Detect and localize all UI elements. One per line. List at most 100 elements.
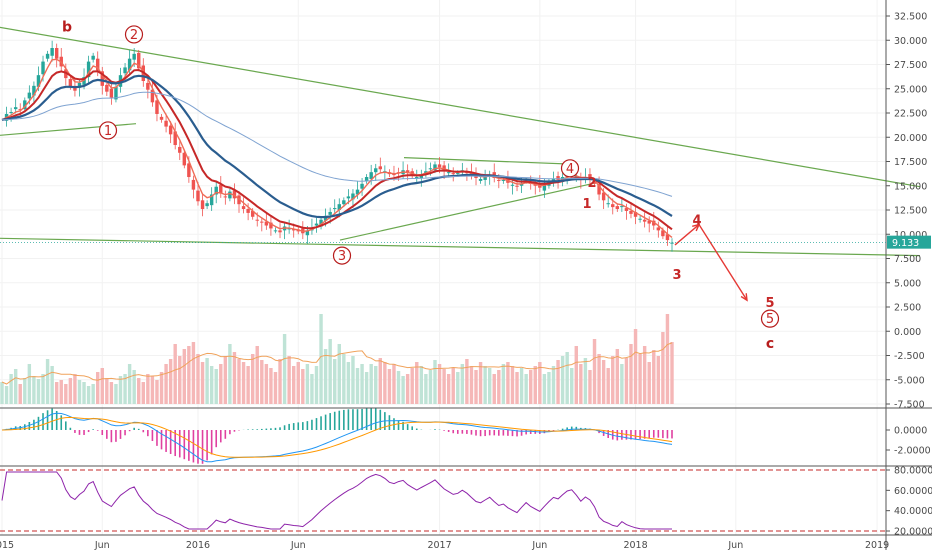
trendline bbox=[339, 182, 597, 241]
wave-label: 3 bbox=[338, 249, 346, 264]
volume-bar bbox=[323, 349, 328, 404]
volume-bar bbox=[54, 382, 59, 404]
volume-bar bbox=[32, 376, 36, 404]
candle-body bbox=[45, 53, 50, 59]
volume-bar bbox=[629, 344, 633, 404]
volume-bar bbox=[109, 382, 114, 404]
candle-body bbox=[137, 52, 141, 69]
volume-bar bbox=[155, 380, 159, 404]
volume-bar bbox=[182, 349, 187, 404]
volume-bar bbox=[405, 374, 410, 404]
candle-body bbox=[497, 179, 501, 181]
wave-label: b bbox=[62, 20, 72, 36]
price-tick-label: 10.000 bbox=[894, 230, 927, 241]
volume-bar bbox=[396, 371, 401, 404]
candle-body bbox=[287, 228, 291, 230]
volume-bar bbox=[528, 370, 533, 404]
candle-body bbox=[355, 189, 360, 195]
candle-body bbox=[214, 186, 218, 195]
volume-bar bbox=[583, 358, 588, 404]
candle-body bbox=[405, 170, 410, 174]
volume-bar bbox=[278, 359, 282, 404]
candle-body bbox=[50, 48, 54, 56]
candle-body bbox=[91, 55, 95, 60]
candle-body bbox=[615, 206, 620, 210]
price-tick-label: 17.500 bbox=[894, 157, 927, 168]
volume-bar bbox=[633, 329, 638, 404]
volume-bar bbox=[123, 374, 127, 404]
volume-bar bbox=[27, 364, 32, 404]
trendline bbox=[0, 26, 921, 188]
volume-bar bbox=[620, 364, 624, 404]
wave-label: 2 bbox=[587, 176, 596, 191]
volume-bar bbox=[96, 372, 100, 404]
candle-body bbox=[433, 164, 437, 171]
candle-body bbox=[209, 194, 214, 206]
volume-bar bbox=[656, 356, 661, 404]
macd-signal-line bbox=[1, 416, 673, 458]
volume-bar bbox=[223, 356, 228, 404]
volume-bar bbox=[18, 384, 22, 404]
volume-bar bbox=[23, 378, 27, 404]
candle-body bbox=[442, 165, 446, 171]
volume-bar bbox=[410, 368, 414, 404]
volume-bar bbox=[150, 376, 155, 404]
volume-bar bbox=[374, 366, 378, 404]
candle-body bbox=[173, 131, 177, 146]
candle-body bbox=[342, 200, 346, 205]
candle-body bbox=[109, 88, 114, 98]
volume-bar bbox=[250, 354, 255, 404]
volume-bar bbox=[492, 374, 496, 404]
volume-bar bbox=[665, 314, 670, 404]
volume-bar bbox=[200, 362, 205, 404]
volume-bar bbox=[178, 356, 182, 404]
volume-bar bbox=[579, 364, 583, 404]
volume-bar bbox=[624, 358, 629, 404]
projection-arrowhead bbox=[692, 223, 701, 232]
volume-bar bbox=[419, 366, 424, 404]
volume-bar bbox=[606, 368, 610, 404]
wave-label: 1 bbox=[582, 197, 591, 212]
candle-body bbox=[305, 230, 310, 236]
wave-label: 1 bbox=[104, 124, 112, 139]
wave-label: 5 bbox=[765, 296, 774, 311]
candle-body bbox=[319, 219, 323, 227]
grid-layer bbox=[0, 0, 886, 535]
volume-bar bbox=[214, 369, 218, 404]
candle-body bbox=[364, 177, 369, 181]
candle-body bbox=[374, 168, 378, 173]
candle-body bbox=[96, 58, 100, 71]
volume-bar bbox=[291, 366, 296, 404]
candle-body bbox=[32, 85, 36, 96]
candle-body bbox=[369, 172, 373, 179]
volume-bar bbox=[506, 362, 510, 404]
volume-bar bbox=[64, 384, 68, 404]
volume-bar bbox=[424, 374, 428, 404]
volume-bar bbox=[137, 378, 141, 404]
volume-bar bbox=[77, 380, 82, 404]
volume-bar bbox=[314, 366, 319, 404]
volume-bar bbox=[196, 354, 200, 404]
volume-bar bbox=[401, 376, 405, 404]
volume-bar bbox=[287, 356, 291, 404]
volume-bar bbox=[510, 366, 515, 404]
volume-layer bbox=[0, 314, 674, 404]
volume-bar bbox=[574, 346, 578, 404]
volume-bar bbox=[173, 344, 177, 404]
volume-bar bbox=[282, 334, 287, 404]
volume-bar bbox=[146, 374, 150, 404]
candle-body bbox=[670, 242, 674, 244]
volume-bar bbox=[73, 374, 77, 404]
volume-bar bbox=[187, 346, 191, 404]
candle-body bbox=[424, 171, 428, 174]
volume-bar bbox=[524, 374, 528, 404]
time-axis-label: Jun bbox=[727, 540, 743, 550]
volume-bar bbox=[159, 372, 164, 404]
volume-bar bbox=[392, 364, 396, 404]
volume-bar bbox=[661, 332, 665, 404]
volume-bar bbox=[565, 352, 569, 404]
ema-slow-line bbox=[1, 74, 673, 219]
candle-body bbox=[164, 120, 168, 127]
candle-body bbox=[219, 184, 223, 194]
candle-body bbox=[656, 227, 661, 231]
